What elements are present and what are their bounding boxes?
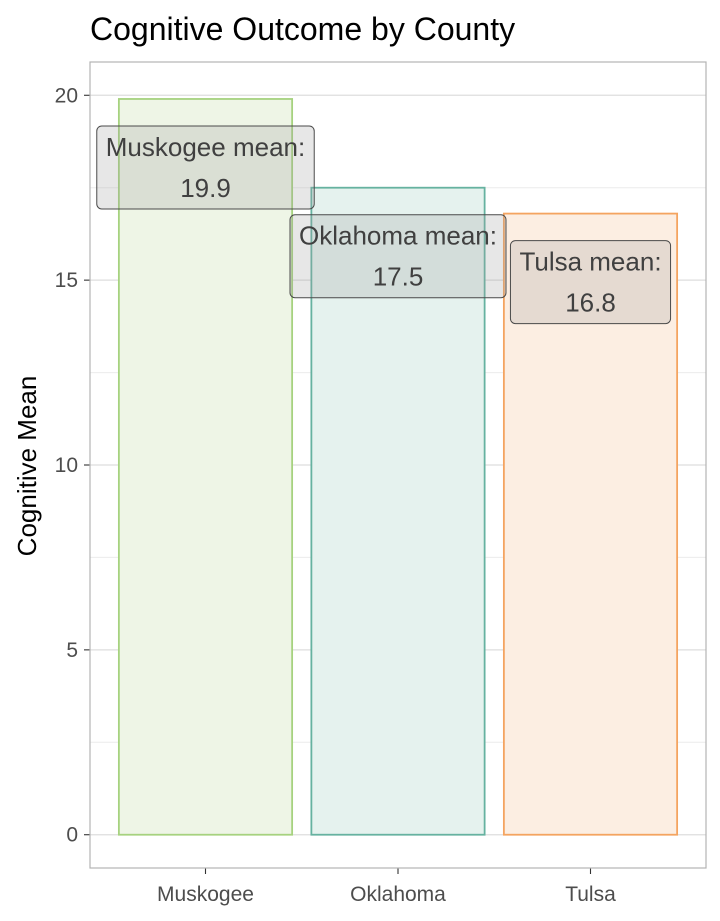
bar-oklahoma bbox=[310, 186, 486, 836]
bar-tulsa bbox=[502, 212, 679, 836]
bar-muskogee bbox=[117, 98, 294, 836]
x-axis-ticks: Muskogee Oklahoma Tulsa bbox=[157, 868, 616, 906]
annotation-value: 16.8 bbox=[565, 288, 616, 318]
chart-title: Cognitive Outcome by County bbox=[90, 11, 515, 47]
y-axis-label: Cognitive Mean bbox=[12, 376, 42, 557]
y-axis-ticks: 0 5 10 15 20 bbox=[55, 84, 90, 847]
panel-border bbox=[89, 61, 707, 869]
x-tick-label-tulsa: Tulsa bbox=[565, 883, 616, 906]
annotation-tulsa: Tulsa mean: 16.8 bbox=[509, 240, 672, 325]
annotation-title: Muskogee mean: bbox=[106, 132, 305, 162]
y-tick-label: 10 bbox=[55, 454, 78, 477]
annotation-value: 17.5 bbox=[373, 262, 424, 292]
y-tick-label: 20 bbox=[55, 84, 78, 107]
annotation-box bbox=[289, 214, 507, 299]
annotation-box bbox=[509, 240, 672, 325]
y-tick-label: 5 bbox=[66, 639, 78, 662]
x-tick-label-muskogee: Muskogee bbox=[157, 883, 254, 906]
annotation-title: Tulsa mean: bbox=[519, 247, 661, 277]
annotation-value: 19.9 bbox=[180, 173, 231, 203]
annotation-box bbox=[96, 125, 315, 210]
x-tick-label-oklahoma: Oklahoma bbox=[350, 883, 446, 906]
annotation-oklahoma: Oklahoma mean: 17.5 bbox=[289, 214, 507, 299]
annotation-muskogee: Muskogee mean: 19.9 bbox=[96, 125, 315, 210]
annotation-title: Oklahoma mean: bbox=[299, 221, 497, 251]
y-tick-label: 0 bbox=[66, 824, 78, 847]
bars bbox=[117, 98, 679, 836]
annotations: Muskogee mean: 19.9 Oklahoma mean: 17.5 Tuls… bbox=[96, 125, 672, 325]
y-tick-label: 15 bbox=[55, 269, 78, 292]
